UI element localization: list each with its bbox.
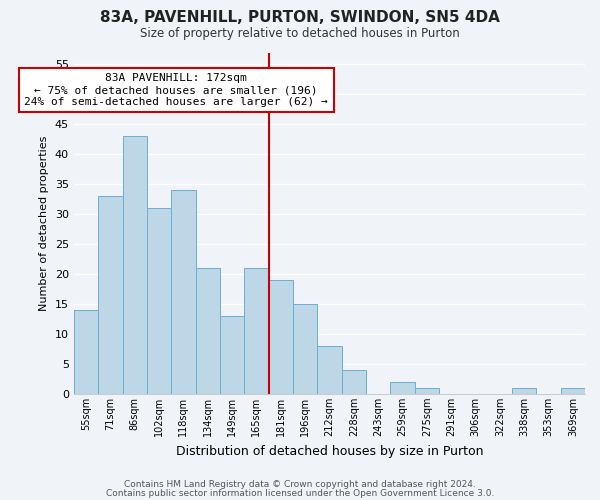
Bar (415, 388, 439, 394)
Bar (196, 268, 220, 394)
Y-axis label: Number of detached properties: Number of detached properties (40, 136, 49, 311)
Text: 83A PAVENHILL: 172sqm
← 75% of detached houses are smaller (196)
24% of semi-det: 83A PAVENHILL: 172sqm ← 75% of detached … (24, 74, 328, 106)
Bar (317, 346, 341, 394)
Bar (390, 382, 415, 394)
Bar (74, 310, 98, 394)
Bar (122, 136, 147, 394)
Bar (147, 208, 171, 394)
Bar (269, 280, 293, 394)
Bar (98, 196, 122, 394)
Bar (171, 190, 196, 394)
Bar (560, 388, 585, 394)
Text: Contains public sector information licensed under the Open Government Licence 3.: Contains public sector information licen… (106, 488, 494, 498)
Bar (220, 316, 244, 394)
Bar (293, 304, 317, 394)
Bar (341, 370, 366, 394)
X-axis label: Distribution of detached houses by size in Purton: Distribution of detached houses by size … (176, 444, 483, 458)
Text: 83A, PAVENHILL, PURTON, SWINDON, SN5 4DA: 83A, PAVENHILL, PURTON, SWINDON, SN5 4DA (100, 10, 500, 25)
Text: Size of property relative to detached houses in Purton: Size of property relative to detached ho… (140, 28, 460, 40)
Bar (512, 388, 536, 394)
Bar (244, 268, 269, 394)
Text: Contains HM Land Registry data © Crown copyright and database right 2024.: Contains HM Land Registry data © Crown c… (124, 480, 476, 489)
